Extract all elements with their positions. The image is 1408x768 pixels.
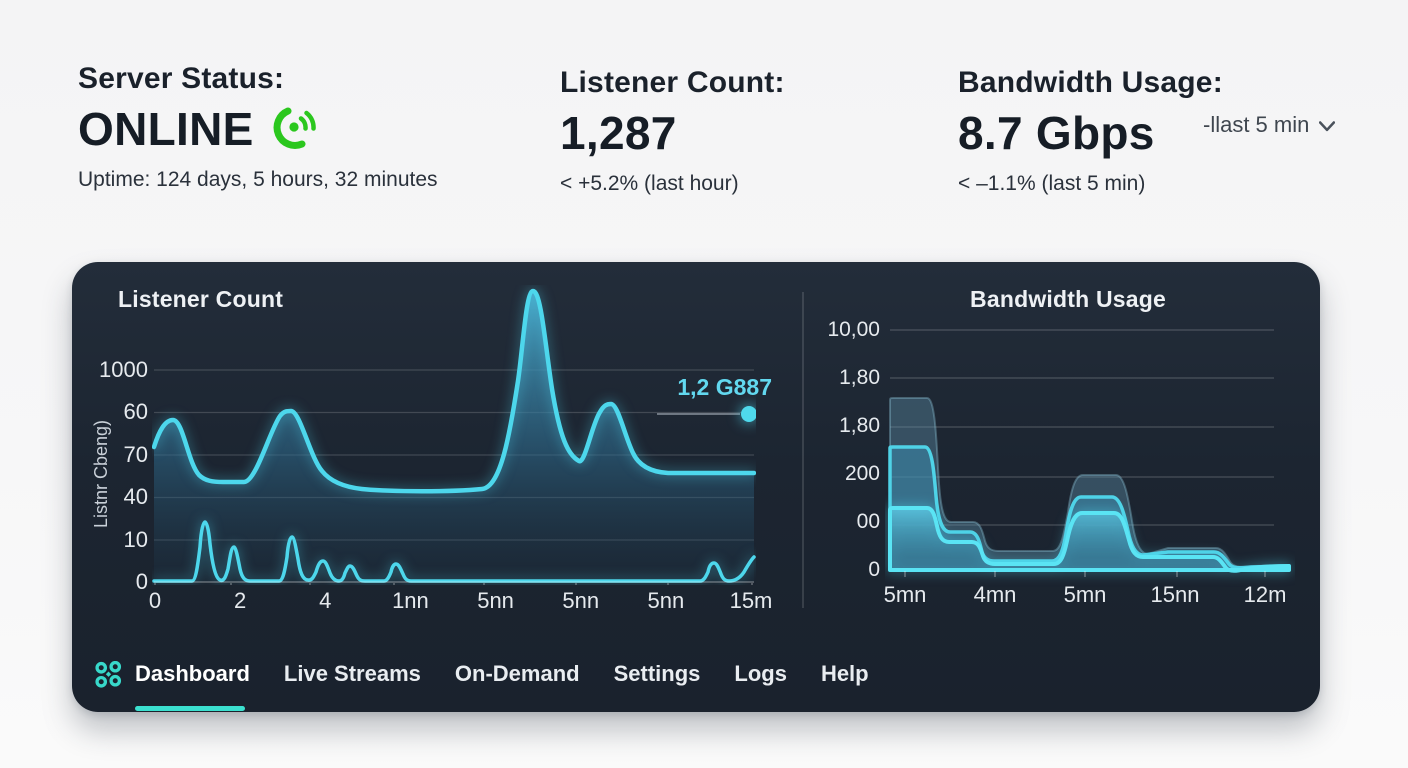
- bandwidth-delta-text: < –1.1% (last 5 min): [958, 172, 1146, 195]
- chart-divider: [802, 292, 804, 608]
- uptime-text: Uptime: 124 days, 5 hours, 32 minutes: [78, 168, 438, 191]
- bandwidth-layer-back: [889, 397, 1290, 571]
- nav-item-help[interactable]: Help: [820, 661, 869, 686]
- chart-annotation-value: 1,2 G887: [677, 374, 772, 400]
- time-range-value: -llast 5 min: [1203, 112, 1310, 137]
- server-status-value: ONLINE: [78, 103, 254, 155]
- left-chart-x-ticks: 0 2 4 1nn 5nn 5nn 5nn 15m: [123, 588, 783, 614]
- bandwidth-usage-area-chart: [888, 329, 1291, 577]
- x-tick-label: 0: [148, 588, 162, 613]
- x-tick-label: 4: [319, 588, 332, 613]
- nav-item-dashboard[interactable]: Dashboard: [135, 661, 250, 686]
- y-tick-label: 40: [123, 484, 148, 510]
- dashboard-grid-icon: [95, 660, 122, 688]
- y-tick-label: 00: [856, 510, 880, 533]
- nav-item-settings[interactable]: Settings: [613, 661, 701, 686]
- listener-main-area: [154, 291, 754, 582]
- y-tick-label: 1,80: [839, 414, 880, 437]
- left-chart-y-ticks: 1000 60 70 40 10 0: [76, 357, 148, 595]
- x-tick-label: 15nn: [1150, 582, 1200, 607]
- bandwidth-usage-label: Bandwidth Usage:: [958, 66, 1223, 99]
- y-tick-label: 200: [844, 462, 880, 485]
- annotation-dot: [741, 406, 756, 422]
- listener-count-area-chart: [152, 288, 756, 585]
- y-tick-label: 0: [868, 558, 880, 581]
- x-tick-label: 5nn: [647, 588, 685, 613]
- y-tick-label: 1,80: [839, 366, 880, 389]
- bandwidth-usage-card: Bandwidth Usage: 8.7 Gbps < –1.1% (last …: [958, 66, 1223, 196]
- bandwidth-layer-front: [888, 506, 1291, 573]
- nav-item-on-demand[interactable]: On-Demand: [454, 661, 580, 686]
- listener-baseline-line: [152, 520, 756, 583]
- x-tick-label: 4mn: [973, 582, 1017, 607]
- listener-count-card: Listener Count: 1,287 < +5.2% (last hour…: [560, 66, 785, 196]
- listener-delta-text: < +5.2% (last hour): [560, 172, 739, 195]
- x-tick-label: 12m: [1243, 582, 1287, 607]
- y-tick-label: 10,00: [827, 318, 880, 341]
- right-chart-title: Bandwidth Usage: [970, 286, 1166, 312]
- right-chart-x-ticks: 5mn 4mn 5mn 15nn 12m: [873, 582, 1297, 608]
- left-chart-title: Listener Count: [118, 286, 284, 312]
- x-axis: [904, 571, 1266, 577]
- time-range-dropdown[interactable]: -llast 5 min: [1203, 112, 1336, 138]
- nav-item-logs[interactable]: Logs: [734, 661, 787, 686]
- nav-item-live-streams[interactable]: Live Streams: [283, 661, 421, 686]
- x-tick-label: 1nn: [392, 588, 429, 613]
- y-tick-label: 70: [123, 441, 148, 467]
- y-tick-label: 1000: [99, 357, 148, 382]
- x-tick-label: 2: [234, 588, 247, 613]
- y-tick-label: 10: [123, 526, 148, 552]
- x-tick-label: 5nn: [562, 588, 600, 613]
- bottom-navigation: Dashboard Live Streams On-Demand Setting…: [95, 654, 903, 694]
- listener-count-value: 1,287: [560, 107, 677, 159]
- x-tick-label: 5mn: [1063, 582, 1107, 607]
- y-tick-label: 0: [135, 568, 148, 594]
- listener-count-label: Listener Count:: [560, 66, 785, 99]
- x-tick-label: 15m: [729, 588, 773, 613]
- x-tick-label: 5mn: [883, 582, 927, 607]
- x-axis: [154, 581, 754, 585]
- server-status-card: Server Status: ONLINE Uptime: 124 days, …: [78, 62, 438, 192]
- chevron-down-icon: [1319, 121, 1336, 132]
- charts-panel: Listener Count Bandwidth Usage Listnr Cb…: [72, 262, 1320, 712]
- gridlines: [890, 329, 1274, 526]
- x-tick-label: 5nn: [477, 588, 514, 613]
- bandwidth-usage-value: 8.7 Gbps: [958, 107, 1155, 159]
- bandwidth-layer-middle: [888, 445, 1291, 572]
- listener-main-line: [152, 288, 756, 494]
- server-status-label: Server Status:: [78, 62, 285, 95]
- broadcast-signal-icon: [273, 107, 316, 149]
- y-tick-label: 60: [123, 399, 148, 425]
- active-tab-underline: [135, 706, 245, 711]
- right-chart-y-ticks: 10,00 1,80 1,80 200 00 0: [800, 317, 880, 583]
